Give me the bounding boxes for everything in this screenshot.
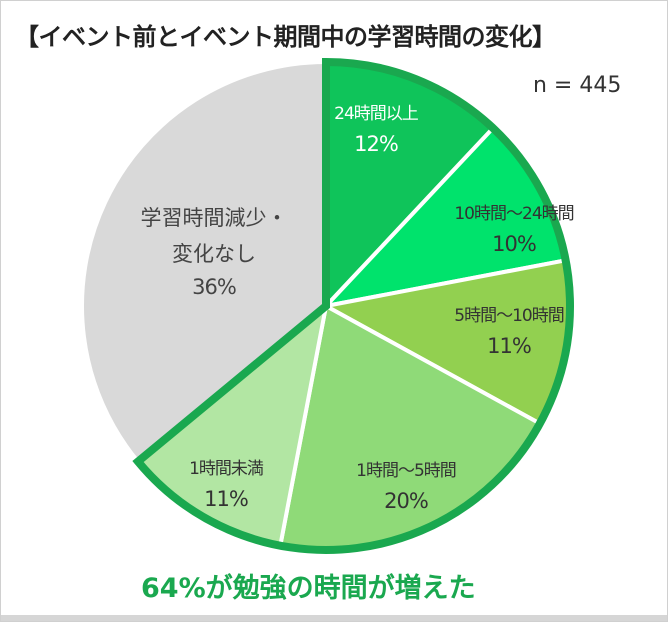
slice-value: 11% — [487, 334, 532, 358]
sample-size: n = 445 — [533, 73, 622, 98]
pie-slice — [80, 59, 328, 465]
slice-label: 5時間～10時間 11% — [454, 301, 564, 361]
slice-label: 24時間以上 12% — [334, 99, 419, 159]
slice-value: 10% — [492, 232, 537, 256]
slice-value: 11% — [204, 487, 249, 511]
slice-name: 1時間未満 — [189, 459, 264, 479]
slice-name: 24時間以上 — [334, 104, 419, 124]
bottom-divider — [1, 615, 667, 621]
slice-name: 5時間～10時間 — [454, 306, 564, 326]
slice-name: 1時間～5時間 — [356, 461, 457, 481]
slice-label: 10時間～24時間 10% — [454, 199, 574, 259]
slice-label: 1時間未満 11% — [189, 454, 264, 514]
footer-annotation: 64%が勉強の時間が増えた — [141, 573, 476, 604]
highlight-outline — [132, 57, 574, 554]
slice-name: 学習時間減少・変化なし — [140, 206, 288, 266]
slice-name: 10時間～24時間 — [454, 204, 574, 224]
slice-label: 学習時間減少・変化なし 36% — [139, 200, 289, 302]
slice-value: 20% — [384, 489, 429, 513]
slice-label: 1時間～5時間 20% — [356, 456, 457, 516]
slice-value: 12% — [354, 132, 399, 156]
chart-title: 【イベント前とイベント期間中の学習時間の変化】 — [15, 23, 556, 51]
slice-value: 36% — [192, 275, 237, 299]
